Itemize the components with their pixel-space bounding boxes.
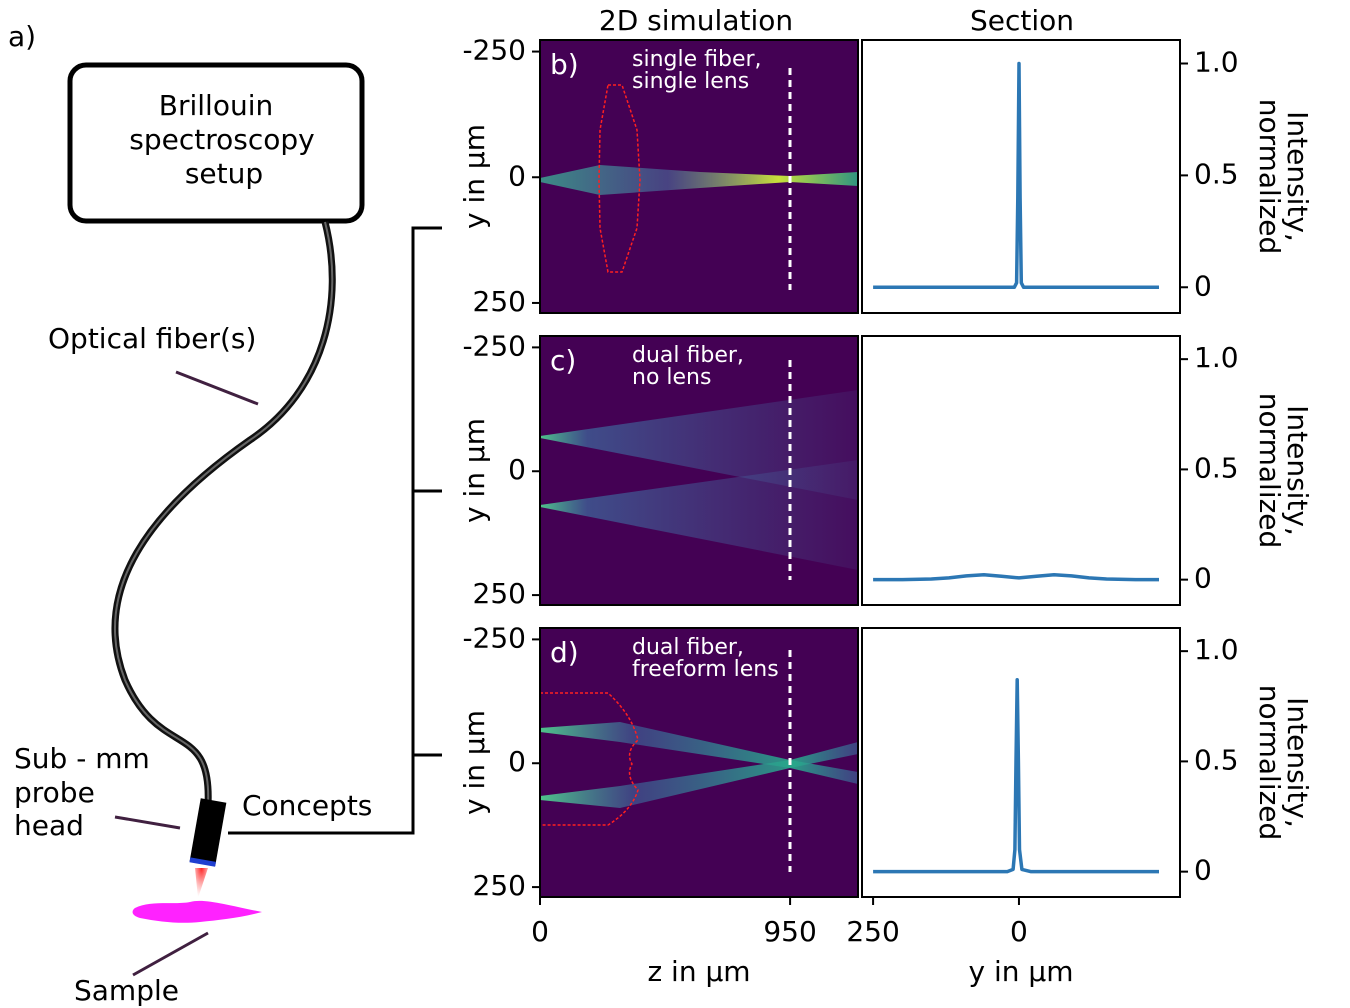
probe-label: probe [14,776,95,809]
x-tick-label: 0 [1010,915,1028,948]
fiber-label: Optical fiber(s) [48,322,256,355]
setup-box [67,62,365,224]
y-tick-label: 0 [508,453,526,486]
y-tick-label: 0 [1194,854,1212,887]
plot-frame [861,627,1181,898]
setup-label: spectroscopy [129,123,314,156]
annotation: freeform lens [632,657,779,682]
y-axis-label: y in µm [458,418,491,523]
y-tick-label: 0 [1194,562,1212,595]
x-axis-label: z in µm [647,955,750,988]
annotation: single fiber, [632,47,762,72]
annotation: dual fiber, [632,343,744,368]
y-tick-label: 1.0 [1194,341,1239,374]
panel-label: c) [550,344,576,377]
probe [189,798,227,867]
line [873,678,1159,874]
y-tick-label: 0.5 [1194,157,1239,190]
y-tick-label: 1.0 [1194,45,1239,78]
x-tick-label: 0 [531,915,549,948]
x-tick-label: 950 [763,915,816,948]
y-axis-label: y in µm [458,124,491,229]
sample-label: Sample [74,974,179,1007]
y-tick-label: -250 [462,34,526,67]
pointer [175,370,259,406]
y-axis-label: Intensity, [1281,405,1314,536]
y-tick-label: 0.5 [1194,743,1239,776]
y-tick-label: 0 [1194,269,1212,302]
x-axis-label: y in µm [969,955,1074,988]
simulation-images [540,40,858,897]
y-tick-label: 0 [508,159,526,192]
bracket [228,226,442,835]
y-tick-label: 0.5 [1194,451,1239,484]
y-tick-label: 250 [473,869,526,902]
y-tick-label: 1.0 [1194,633,1239,666]
line [873,573,1159,582]
y-axis-label: normalized [1253,99,1286,255]
y-axis-label: Intensity, [1281,111,1314,242]
panel-label: b) [550,48,579,81]
column-title: 2D simulation [599,4,793,37]
concepts-label: Concepts [242,789,372,822]
panel-label: d) [550,636,579,669]
y-axis-label: y in µm [458,710,491,815]
plot-frame [861,39,1181,314]
sample [132,900,262,923]
fiber-highlight [114,221,334,806]
plot-frame [861,335,1181,606]
pointer [114,815,181,830]
y-tick-label: 250 [473,285,526,318]
fiber [111,221,336,806]
annotation: single lens [632,69,749,94]
y-axis-label: normalized [1253,685,1286,841]
probe-label: head [14,809,84,842]
annotation: no lens [632,365,711,390]
setup-label: Brillouin [159,89,273,122]
y-tick-label: -250 [462,621,526,654]
pointer [132,931,209,977]
line [873,61,1159,290]
y-tick-label: -250 [462,329,526,362]
probe-label: Sub - mm [14,742,150,775]
y-tick-label: 250 [473,577,526,610]
laser-cone [195,868,208,898]
figure-label: a) [8,20,36,53]
setup-label: setup [185,157,263,190]
y-axis-label: normalized [1253,393,1286,549]
annotation: dual fiber, [632,635,744,660]
x-tick-label: 250 [846,915,899,948]
y-axis-label: Intensity, [1281,697,1314,828]
column-title: Section [970,4,1074,37]
y-tick-label: 0 [508,745,526,778]
